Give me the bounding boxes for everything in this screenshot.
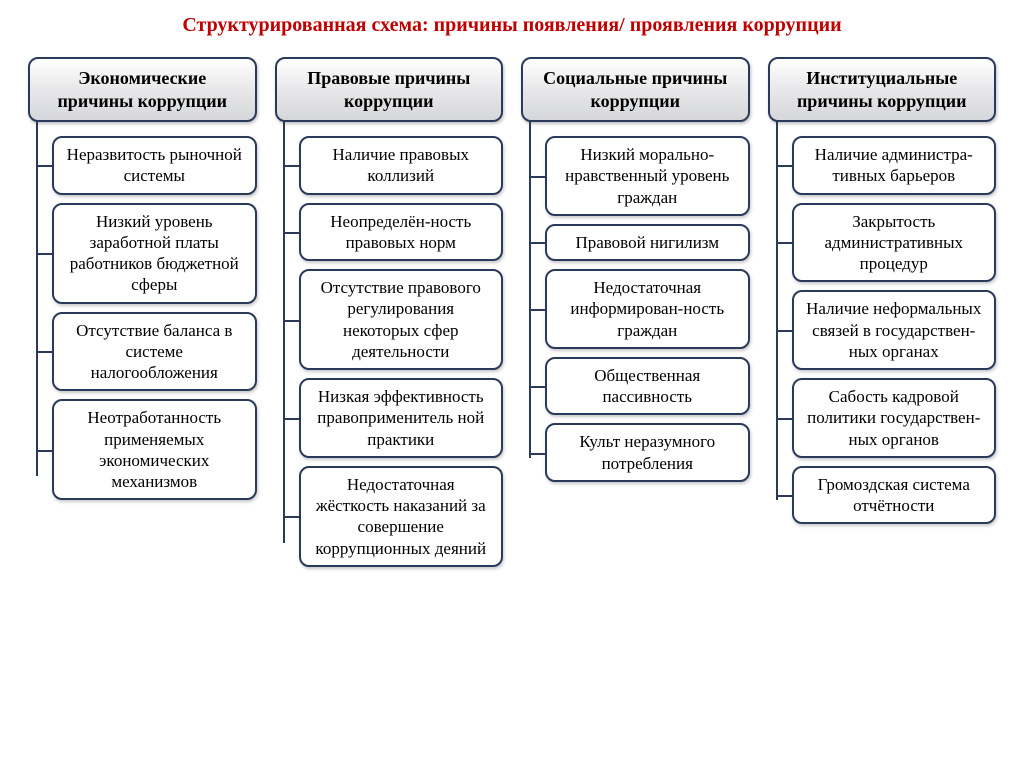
item-box: Общественная пассивность xyxy=(545,357,750,416)
tree-item: Громоздская система отчётности xyxy=(792,466,997,525)
header-economic: Экономические причины коррупции xyxy=(28,57,257,122)
header-institutional: Институциальные причины коррупции xyxy=(768,57,997,122)
tree-item: Неразвитость рыночной системы xyxy=(52,136,257,195)
column-social: Социальные причины коррупции Низкий мора… xyxy=(521,57,750,490)
item-box: Неопределён-ность правовых норм xyxy=(299,203,504,262)
tree-item: Отсутствие баланса в системе налогооблож… xyxy=(52,312,257,392)
page-title: Структурированная схема: причины появлен… xyxy=(28,14,996,37)
column-economic: Экономические причины коррупции Неразвит… xyxy=(28,57,257,508)
tree-social: Низкий морально-нравственный уровень гра… xyxy=(521,122,750,482)
item-box: Наличие правовых коллизий xyxy=(299,136,504,195)
item-box: Недостаточная информирован-ность граждан xyxy=(545,269,750,349)
header-legal: Правовые причины коррупции xyxy=(275,57,504,122)
tree-item: Низкий морально-нравственный уровень гра… xyxy=(545,136,750,216)
item-box: Наличие неформальных связей в государств… xyxy=(792,290,997,370)
item-box: Неотработанность применяемых экономическ… xyxy=(52,399,257,500)
tree-item: Общественная пассивность xyxy=(545,357,750,416)
column-institutional: Институциальные причины коррупции Наличи… xyxy=(768,57,997,532)
tree-economic: Неразвитость рыночной системы Низкий уро… xyxy=(28,122,257,500)
tree-item: Недостаточная жёсткость наказаний за сов… xyxy=(299,466,504,567)
item-box: Громоздская система отчётности xyxy=(792,466,997,525)
tree-item: Закрытость административных процедур xyxy=(792,203,997,283)
tree-item: Отсутствие правового регулирования некот… xyxy=(299,269,504,370)
column-legal: Правовые причины коррупции Наличие право… xyxy=(275,57,504,575)
item-box: Сабость кадровой политики государствен-н… xyxy=(792,378,997,458)
item-box: Низкий морально-нравственный уровень гра… xyxy=(545,136,750,216)
item-box: Правовой нигилизм xyxy=(545,224,750,261)
tree-item: Наличие неформальных связей в государств… xyxy=(792,290,997,370)
tree-item: Низкая эффективность правоприменитель но… xyxy=(299,378,504,458)
tree-legal: Наличие правовых коллизий Неопределён-но… xyxy=(275,122,504,567)
item-box: Недостаточная жёсткость наказаний за сов… xyxy=(299,466,504,567)
tree-item: Сабость кадровой политики государствен-н… xyxy=(792,378,997,458)
tree-item: Культ неразумного потребления xyxy=(545,423,750,482)
tree-institutional: Наличие администра-тивных барьеров Закры… xyxy=(768,122,997,524)
item-box: Отсутствие правового регулирования некот… xyxy=(299,269,504,370)
tree-item: Наличие правовых коллизий xyxy=(299,136,504,195)
diagram-columns: Экономические причины коррупции Неразвит… xyxy=(28,57,996,575)
item-box: Низкая эффективность правоприменитель но… xyxy=(299,378,504,458)
tree-item: Наличие администра-тивных барьеров xyxy=(792,136,997,195)
tree-item: Неотработанность применяемых экономическ… xyxy=(52,399,257,500)
tree-item: Недостаточная информирован-ность граждан xyxy=(545,269,750,349)
tree-item: Правовой нигилизм xyxy=(545,224,750,261)
item-box: Наличие администра-тивных барьеров xyxy=(792,136,997,195)
item-box: Низкий уровень заработной платы работник… xyxy=(52,203,257,304)
tree-item: Низкий уровень заработной платы работник… xyxy=(52,203,257,304)
item-box: Закрытость административных процедур xyxy=(792,203,997,283)
header-social: Социальные причины коррупции xyxy=(521,57,750,122)
item-box: Отсутствие баланса в системе налогооблож… xyxy=(52,312,257,392)
item-box: Культ неразумного потребления xyxy=(545,423,750,482)
tree-item: Неопределён-ность правовых норм xyxy=(299,203,504,262)
item-box: Неразвитость рыночной системы xyxy=(52,136,257,195)
